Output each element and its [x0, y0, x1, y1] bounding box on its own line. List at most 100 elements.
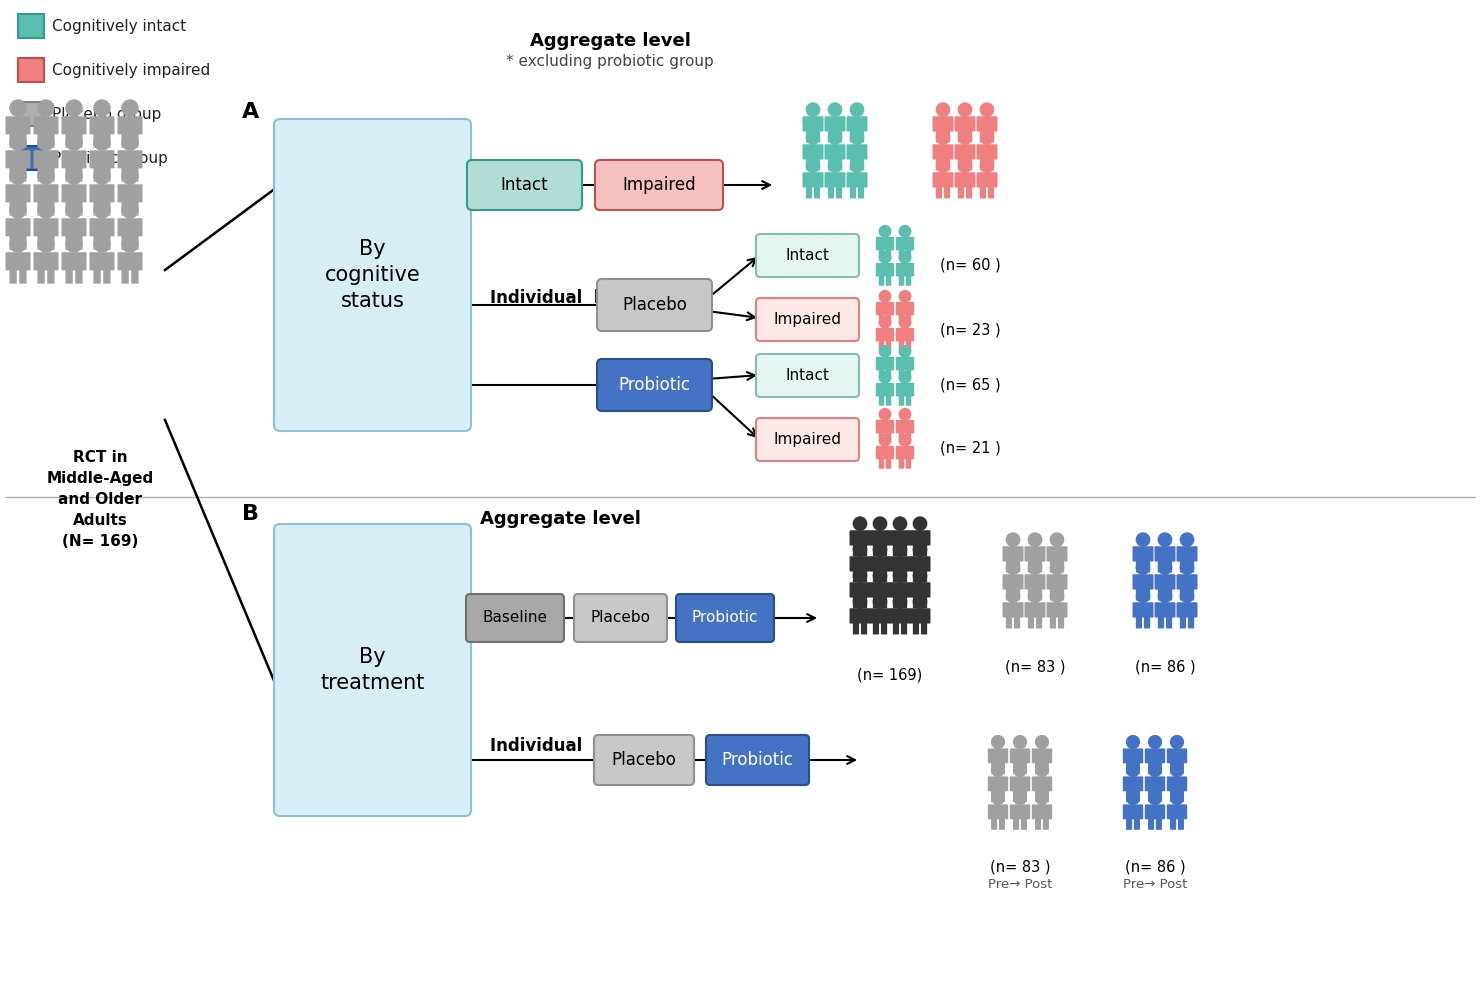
FancyBboxPatch shape	[1132, 602, 1153, 617]
FancyBboxPatch shape	[921, 596, 926, 608]
FancyBboxPatch shape	[901, 544, 907, 557]
FancyBboxPatch shape	[921, 544, 926, 557]
Circle shape	[121, 202, 138, 218]
FancyBboxPatch shape	[6, 116, 31, 134]
FancyBboxPatch shape	[1046, 575, 1067, 589]
FancyBboxPatch shape	[895, 446, 915, 459]
FancyBboxPatch shape	[898, 431, 904, 442]
FancyBboxPatch shape	[1002, 547, 1024, 562]
FancyBboxPatch shape	[850, 608, 870, 623]
FancyBboxPatch shape	[881, 544, 887, 557]
FancyBboxPatch shape	[814, 158, 820, 170]
Circle shape	[1036, 791, 1048, 804]
Circle shape	[121, 236, 138, 252]
Circle shape	[1029, 589, 1042, 602]
Circle shape	[900, 317, 910, 328]
FancyBboxPatch shape	[1049, 616, 1057, 628]
FancyBboxPatch shape	[1177, 547, 1197, 562]
FancyBboxPatch shape	[1146, 776, 1165, 791]
FancyBboxPatch shape	[992, 818, 998, 830]
FancyBboxPatch shape	[1144, 560, 1150, 573]
Circle shape	[1006, 533, 1020, 547]
FancyBboxPatch shape	[104, 268, 111, 283]
FancyBboxPatch shape	[861, 622, 867, 634]
Circle shape	[10, 168, 27, 184]
FancyBboxPatch shape	[1035, 790, 1040, 802]
FancyBboxPatch shape	[1178, 761, 1184, 773]
Text: Individual  level: Individual level	[490, 289, 639, 307]
FancyBboxPatch shape	[1036, 560, 1042, 573]
Circle shape	[879, 409, 891, 420]
FancyBboxPatch shape	[1032, 748, 1052, 763]
FancyBboxPatch shape	[1123, 748, 1143, 763]
FancyBboxPatch shape	[876, 302, 894, 315]
Circle shape	[873, 569, 887, 582]
FancyBboxPatch shape	[117, 150, 142, 168]
FancyBboxPatch shape	[65, 235, 73, 249]
Circle shape	[38, 202, 55, 218]
FancyBboxPatch shape	[1177, 575, 1197, 589]
FancyBboxPatch shape	[1009, 776, 1030, 791]
FancyBboxPatch shape	[1021, 790, 1027, 802]
Circle shape	[67, 100, 81, 116]
FancyBboxPatch shape	[676, 594, 774, 642]
Circle shape	[829, 131, 842, 144]
FancyBboxPatch shape	[47, 235, 55, 249]
FancyBboxPatch shape	[980, 186, 986, 199]
FancyBboxPatch shape	[876, 237, 894, 250]
Text: Placebo group: Placebo group	[52, 106, 161, 121]
FancyBboxPatch shape	[274, 524, 471, 816]
FancyBboxPatch shape	[913, 544, 919, 557]
FancyBboxPatch shape	[75, 268, 83, 283]
FancyBboxPatch shape	[1166, 588, 1172, 600]
Circle shape	[900, 251, 910, 263]
Text: RCT in
Middle-Aged
and Older
Adults
(N= 169): RCT in Middle-Aged and Older Adults (N= …	[46, 450, 154, 549]
Text: Baseline: Baseline	[482, 610, 548, 625]
FancyBboxPatch shape	[34, 150, 59, 168]
FancyBboxPatch shape	[847, 172, 867, 188]
FancyBboxPatch shape	[879, 395, 884, 406]
FancyBboxPatch shape	[37, 201, 44, 216]
FancyBboxPatch shape	[906, 458, 912, 469]
FancyBboxPatch shape	[913, 570, 919, 582]
FancyBboxPatch shape	[34, 219, 59, 237]
FancyBboxPatch shape	[47, 133, 55, 148]
Text: Intact: Intact	[786, 368, 829, 383]
FancyBboxPatch shape	[1126, 790, 1132, 802]
FancyBboxPatch shape	[910, 530, 931, 546]
Text: (n= 21 ): (n= 21 )	[940, 440, 1000, 455]
FancyBboxPatch shape	[1148, 818, 1154, 830]
FancyBboxPatch shape	[827, 130, 835, 142]
FancyBboxPatch shape	[1032, 776, 1052, 791]
FancyBboxPatch shape	[906, 248, 912, 259]
FancyBboxPatch shape	[18, 58, 44, 82]
FancyBboxPatch shape	[65, 133, 73, 148]
FancyBboxPatch shape	[1157, 616, 1165, 628]
Circle shape	[879, 372, 891, 383]
Circle shape	[121, 168, 138, 184]
FancyBboxPatch shape	[876, 328, 894, 341]
FancyBboxPatch shape	[992, 790, 998, 802]
FancyBboxPatch shape	[18, 102, 44, 126]
Circle shape	[1014, 736, 1027, 748]
Circle shape	[1036, 763, 1048, 776]
FancyBboxPatch shape	[1134, 761, 1140, 773]
Circle shape	[121, 134, 138, 150]
FancyBboxPatch shape	[966, 186, 972, 199]
FancyBboxPatch shape	[827, 186, 835, 199]
FancyBboxPatch shape	[910, 557, 931, 572]
FancyBboxPatch shape	[9, 235, 16, 249]
FancyBboxPatch shape	[805, 186, 813, 199]
Circle shape	[38, 168, 55, 184]
Circle shape	[1126, 736, 1140, 748]
Circle shape	[10, 236, 27, 252]
FancyBboxPatch shape	[1171, 761, 1177, 773]
FancyBboxPatch shape	[1009, 748, 1030, 763]
FancyBboxPatch shape	[958, 158, 963, 170]
FancyBboxPatch shape	[895, 262, 915, 276]
FancyBboxPatch shape	[1171, 790, 1177, 802]
FancyBboxPatch shape	[885, 458, 891, 469]
FancyBboxPatch shape	[1027, 560, 1035, 573]
FancyBboxPatch shape	[1166, 748, 1187, 763]
FancyBboxPatch shape	[879, 314, 884, 325]
